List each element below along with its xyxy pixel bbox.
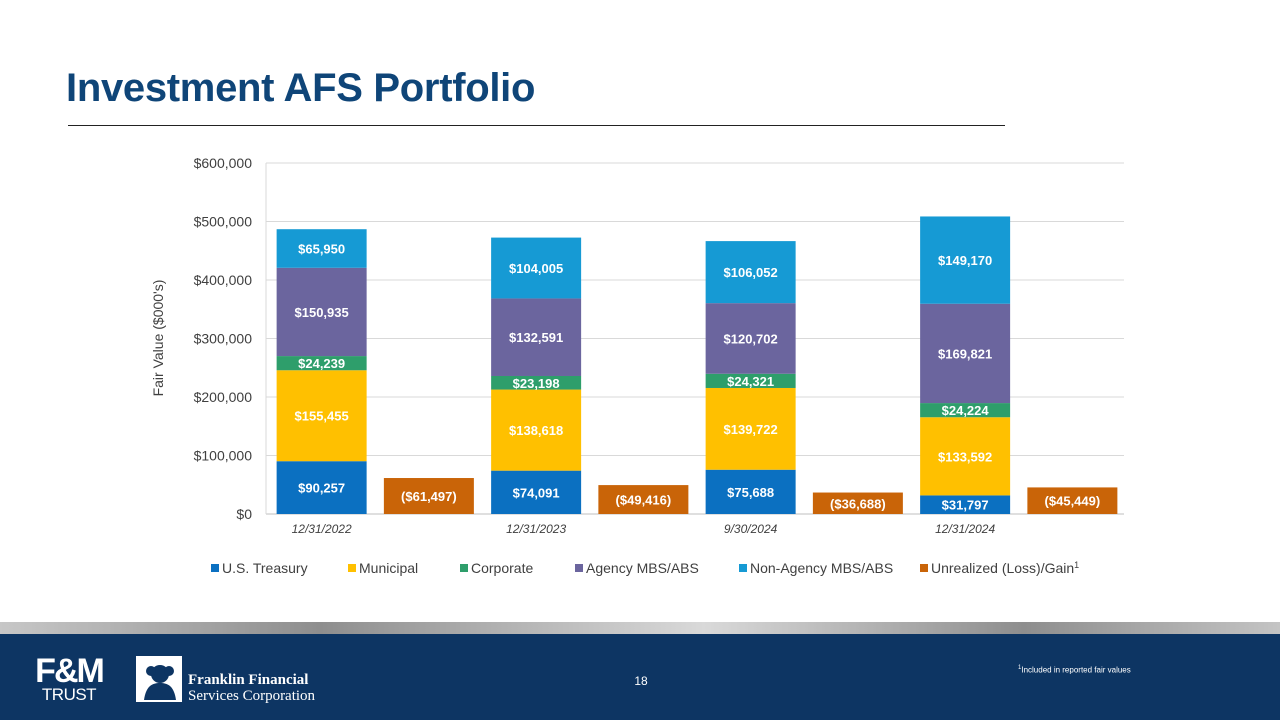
data-label: $31,797 <box>942 498 989 513</box>
data-label: $74,091 <box>513 485 560 500</box>
data-label: $150,935 <box>295 305 349 320</box>
data-label: $24,224 <box>942 403 990 418</box>
footer-divider-strip <box>0 622 1280 634</box>
footnote-text: Included in reported fair values <box>1021 665 1131 675</box>
bar-segment <box>920 417 1011 496</box>
legend-label: Agency MBS/ABS <box>586 560 699 576</box>
x-tick-label: 12/31/2023 <box>506 522 566 536</box>
legend-label: Unrealized (Loss)/Gain1 <box>931 560 1079 576</box>
bar-segment <box>491 298 582 376</box>
y-tick-label: $500,000 <box>194 214 253 230</box>
bar-segment <box>920 216 1011 304</box>
y-axis-title: Fair Value ($000's) <box>150 280 166 397</box>
footnote-marker: 1 <box>1018 665 1022 671</box>
y-tick-label: $100,000 <box>194 448 253 464</box>
bar-segment <box>491 237 582 299</box>
data-label: $169,821 <box>938 346 992 361</box>
footnote: 1Included in reported fair values <box>1018 665 1131 675</box>
unrealized-label: ($61,497) <box>401 489 457 504</box>
data-label: $104,005 <box>509 261 563 276</box>
y-tick-label: $0 <box>236 506 252 522</box>
unrealized-label: ($36,688) <box>830 496 886 511</box>
data-label: $23,198 <box>513 376 560 391</box>
company-name-line2: Services Corporation <box>188 688 316 704</box>
data-label: $65,950 <box>298 241 345 256</box>
data-label: $106,052 <box>724 265 778 280</box>
legend-label: U.S. Treasury <box>222 560 308 576</box>
bar-segment <box>705 303 796 374</box>
unrealized-label: ($45,449) <box>1045 494 1101 509</box>
y-tick-label: $600,000 <box>194 155 253 171</box>
bar-segment <box>705 241 796 304</box>
y-tick-label: $300,000 <box>194 331 253 347</box>
legend-swatch <box>739 564 747 572</box>
trust-logo-text: TRUST <box>41 685 97 704</box>
fm-trust-logo: F&M TRUST <box>28 652 110 704</box>
unrealized-bar <box>598 485 689 514</box>
bar-segment <box>705 373 796 388</box>
x-tick-label: 12/31/2024 <box>935 522 995 536</box>
legend-swatch <box>460 564 468 572</box>
bar-segment <box>491 375 582 390</box>
stacked-bar-chart: $0 $100,000 $200,000 $300,000 $400,000 $500,0… <box>150 155 1124 576</box>
bar-segment <box>276 267 367 357</box>
data-label: $24,239 <box>298 356 345 371</box>
legend-swatch <box>575 564 583 572</box>
data-label: $133,592 <box>938 449 992 464</box>
franklin-portrait-icon <box>136 656 182 702</box>
bar-segment <box>920 403 1011 418</box>
data-label: $132,591 <box>509 330 563 345</box>
legend-label: Municipal <box>359 560 418 576</box>
bar-segment <box>491 389 582 471</box>
data-label: $139,722 <box>724 422 778 437</box>
bar-segment <box>920 495 1011 514</box>
page-number: 18 <box>634 674 648 688</box>
bar-segment <box>276 356 367 371</box>
data-label: $75,688 <box>727 485 774 500</box>
company-name: Franklin Financial Services Corporation <box>188 672 315 704</box>
x-tick-label: 9/30/2024 <box>724 522 778 536</box>
data-label: $24,321 <box>727 374 774 389</box>
bar-segment <box>276 461 367 514</box>
page-title: Investment AFS Portfolio <box>66 66 536 110</box>
data-label: $155,455 <box>295 409 349 424</box>
y-tick-label: $200,000 <box>194 389 253 405</box>
title-divider <box>68 125 1005 126</box>
x-tick-label: 12/31/2022 <box>292 522 352 536</box>
bar-segment <box>705 387 796 470</box>
data-label: $138,618 <box>509 423 563 438</box>
y-tick-label: $400,000 <box>194 272 253 288</box>
legend-label: Corporate <box>471 560 533 576</box>
bar-segment <box>705 469 796 514</box>
data-label: $120,702 <box>724 331 778 346</box>
data-label: $90,257 <box>298 481 345 496</box>
unrealized-bar <box>383 478 474 514</box>
bar-segment <box>491 470 582 514</box>
fm-logo-text: F&M <box>35 652 105 690</box>
legend-label: Non-Agency MBS/ABS <box>750 560 893 576</box>
legend-swatch <box>211 564 219 572</box>
legend-swatch <box>348 564 356 572</box>
bar-segment <box>920 303 1011 404</box>
data-label: $149,170 <box>938 253 992 268</box>
unrealized-bar <box>812 492 903 514</box>
footer-bar: F&M TRUST Franklin Financial Services Co… <box>0 634 1280 720</box>
company-name-line1: Franklin Financial <box>188 672 309 688</box>
legend-swatch <box>920 564 928 572</box>
bar-segment <box>276 229 367 268</box>
unrealized-bar <box>1027 487 1118 514</box>
bar-segment <box>276 370 367 462</box>
legend-superscript: 1 <box>1074 560 1079 570</box>
unrealized-label: ($49,416) <box>616 493 672 508</box>
